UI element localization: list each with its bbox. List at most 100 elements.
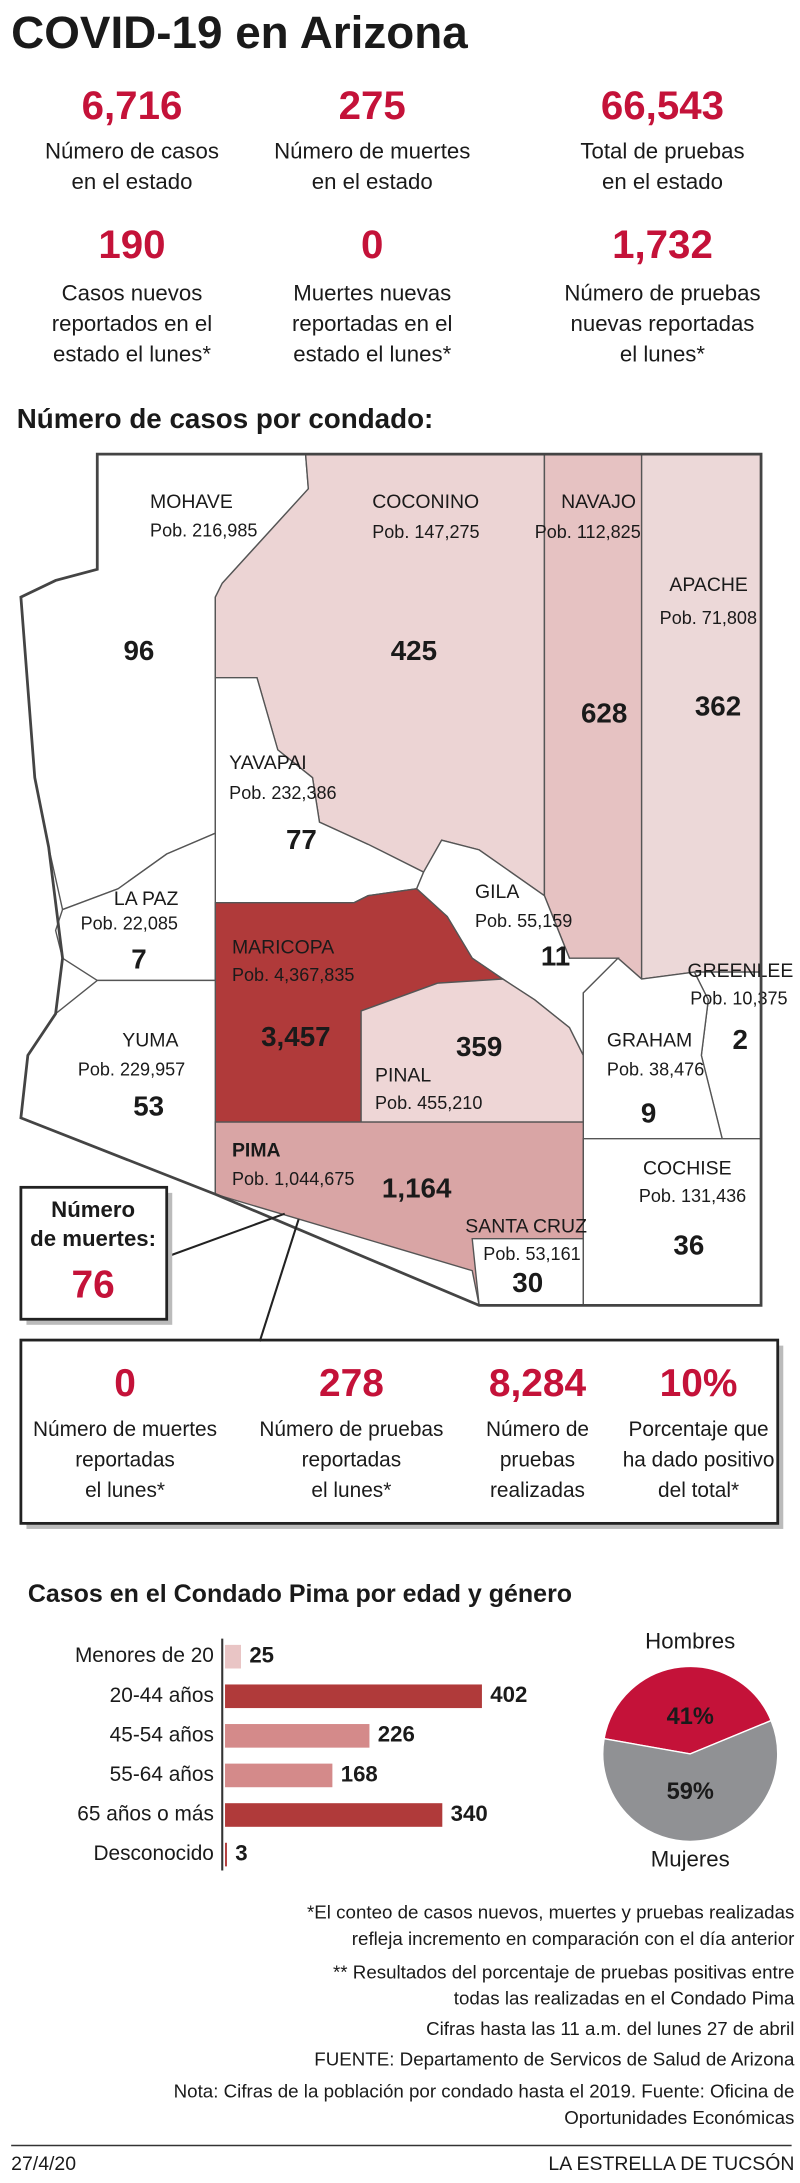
county-population: Pob. 22,085 bbox=[81, 914, 178, 934]
county-cases: 1,164 bbox=[382, 1172, 452, 1203]
slice-label: 41% bbox=[667, 1704, 714, 1730]
stat-value: 8,284 bbox=[489, 1362, 587, 1405]
note: *El conteo de casos nuevos, muertes y pr… bbox=[307, 1902, 794, 1923]
county-name: MARICOPA bbox=[232, 937, 334, 959]
stat-value: 10% bbox=[660, 1362, 738, 1405]
pie-slice bbox=[602, 1719, 779, 1843]
stat-label: ha dado positivo bbox=[623, 1448, 775, 1471]
county-name: GRAHAM bbox=[607, 1030, 692, 1052]
county-population: Pob. 38,476 bbox=[607, 1059, 704, 1079]
bar bbox=[225, 1724, 370, 1748]
stat-label: el lunes* bbox=[85, 1479, 165, 1502]
stat-label: Número de casos bbox=[45, 139, 219, 164]
slice-label: 59% bbox=[667, 1779, 714, 1805]
stat-label: Número de pruebas bbox=[564, 280, 760, 305]
stat-value: 66,543 bbox=[601, 83, 724, 128]
note: Oportunidades Económicas bbox=[564, 2107, 794, 2128]
stat-value: 275 bbox=[339, 83, 406, 128]
note: Nota: Cifras de la población por condado… bbox=[174, 2081, 795, 2102]
category-label: Menores de 20 bbox=[75, 1644, 214, 1667]
county-cases: 96 bbox=[123, 635, 154, 666]
county-cases: 628 bbox=[581, 697, 627, 728]
category-label: 45-54 años bbox=[110, 1723, 214, 1746]
county-name: PIMA bbox=[232, 1139, 281, 1161]
note: refleja incremento en comparación con el… bbox=[352, 1928, 795, 1949]
county-name: MOHAVE bbox=[150, 491, 233, 513]
county-cases: 425 bbox=[391, 635, 437, 666]
county-name: COCHISE bbox=[643, 1157, 732, 1179]
county-population: Pob. 4,367,835 bbox=[232, 965, 354, 985]
stat-value: 0 bbox=[361, 222, 383, 267]
county-population: Pob. 71,808 bbox=[660, 608, 757, 628]
bar bbox=[225, 1684, 482, 1709]
bar bbox=[225, 1644, 242, 1669]
stat-label: nuevas reportadas bbox=[570, 311, 754, 336]
footer-date: 27/4/20 bbox=[11, 2153, 76, 2175]
pima-stats-box bbox=[19, 1338, 780, 1525]
stat-label: Número de bbox=[486, 1418, 589, 1441]
stat-label: en el estado bbox=[312, 169, 433, 194]
county-population: Pob. 455,210 bbox=[375, 1093, 482, 1113]
county-cases: 9 bbox=[641, 1097, 656, 1128]
value-label: 402 bbox=[490, 1682, 527, 1707]
stat-value: 278 bbox=[319, 1362, 384, 1405]
category-label: 55-64 años bbox=[110, 1763, 214, 1786]
chart-title: Casos en el Condado Pima por edad y géne… bbox=[28, 1580, 572, 1608]
stat-label: Número de pruebas bbox=[259, 1418, 443, 1441]
state-outline bbox=[19, 452, 763, 1307]
county-population: Pob. 10,375 bbox=[690, 989, 787, 1009]
legend-label: Hombres bbox=[645, 1629, 735, 1654]
county-population: Pob. 55,159 bbox=[475, 911, 572, 931]
county-cases: 36 bbox=[673, 1229, 704, 1260]
stat-value: 190 bbox=[98, 222, 165, 267]
county-cases: 30 bbox=[512, 1267, 543, 1298]
stat-label: Porcentaje que bbox=[629, 1418, 769, 1441]
county-cases: 77 bbox=[286, 824, 317, 855]
county-population: Pob. 1,044,675 bbox=[232, 1169, 354, 1189]
legend-label: Mujeres bbox=[651, 1847, 730, 1872]
callout-label: Número bbox=[51, 1197, 135, 1222]
stat-label: reportadas en el bbox=[292, 311, 452, 336]
county-cases: 3,457 bbox=[261, 1021, 330, 1052]
stat-label: reportadas bbox=[75, 1448, 175, 1471]
note: todas las realizadas en el Condado Pima bbox=[454, 1988, 795, 2009]
stat-label: pruebas bbox=[500, 1448, 575, 1471]
county-name: YUMA bbox=[122, 1030, 178, 1052]
category-label: 65 años o más bbox=[77, 1803, 214, 1826]
category-label: 20-44 años bbox=[110, 1684, 214, 1707]
map-title: Número de casos por condado: bbox=[17, 403, 434, 434]
stat-label: en el estado bbox=[602, 169, 723, 194]
county-name: PINAL bbox=[375, 1064, 431, 1086]
county-name: LA PAZ bbox=[114, 888, 179, 910]
county-name: NAVAJO bbox=[561, 491, 636, 513]
stat-label: estado el lunes* bbox=[53, 341, 211, 366]
stat-label: el lunes* bbox=[620, 341, 706, 366]
county-name: SANTA CRUZ bbox=[465, 1216, 587, 1238]
county-name: COCONINO bbox=[372, 491, 479, 513]
stat-label: reportadas bbox=[302, 1448, 402, 1471]
value-label: 340 bbox=[451, 1801, 488, 1826]
county-population: Pob. 232,386 bbox=[229, 783, 336, 803]
title: COVID-19 en Arizona bbox=[11, 7, 468, 58]
map: MOHAVE Pob. 216,985 96 COCONINO Pob. 147,275… bbox=[19, 452, 793, 1307]
category-label: Desconocido bbox=[93, 1842, 213, 1865]
note: FUENTE: Departamento de Servicos de Salu… bbox=[314, 2049, 795, 2070]
county-name: GILA bbox=[475, 881, 519, 903]
value-label: 25 bbox=[249, 1643, 274, 1668]
stat-label: estado el lunes* bbox=[293, 341, 451, 366]
stat-label: Casos nuevos bbox=[62, 280, 203, 305]
value-label: 168 bbox=[341, 1761, 378, 1786]
pointer bbox=[166, 1212, 286, 1258]
pie-slice bbox=[603, 1665, 773, 1755]
note: Cifras hasta las 11 a.m. del lunes 27 de… bbox=[426, 2018, 794, 2039]
county-population: Pob. 229,957 bbox=[78, 1059, 185, 1079]
footer-publisher: LA ESTRELLA DE TUCSÓN bbox=[548, 2152, 794, 2175]
county-population: Pob. 147,275 bbox=[372, 522, 479, 542]
county-name: GREENLEE bbox=[687, 960, 793, 982]
stat-label: Número de muertes bbox=[274, 139, 470, 164]
stat-label: Muertes nuevas bbox=[293, 280, 451, 305]
county-cases: 7 bbox=[131, 943, 146, 974]
stat-label: Número de muertes bbox=[33, 1418, 217, 1441]
callout-value: 76 bbox=[71, 1264, 114, 1307]
